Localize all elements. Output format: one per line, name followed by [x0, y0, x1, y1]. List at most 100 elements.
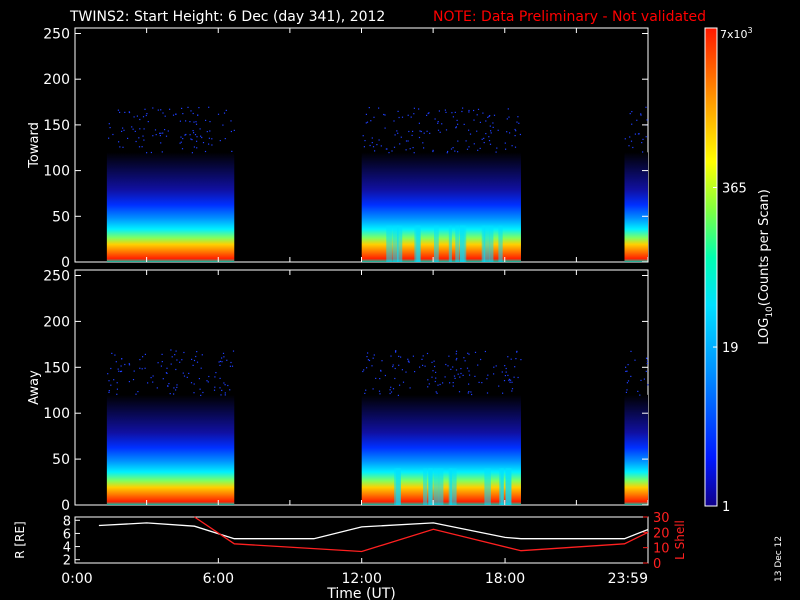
scatter-dot [457, 123, 459, 125]
right-tick-label: 20 [653, 526, 670, 541]
scatter-dot [121, 130, 123, 132]
scatter-dot [219, 364, 221, 366]
right-tick-label: 30 [653, 511, 670, 526]
scatter-dot [120, 370, 123, 372]
scatter-dot [167, 130, 169, 132]
scatter-dot [224, 138, 226, 140]
scatter-dot [493, 373, 495, 375]
toward-panel: 0 50 100 150 200 250 Toward [27, 26, 649, 271]
scatter-dot [477, 364, 479, 366]
scatter-dot [392, 366, 394, 368]
scatter-dot [230, 361, 232, 364]
scatter-dot [456, 119, 458, 121]
scatter-dot [115, 361, 117, 363]
scatter-dot [164, 115, 166, 117]
scatter-dot [108, 123, 110, 125]
scatter-dot [465, 140, 467, 142]
scatter-dot [114, 354, 116, 356]
figure-title: TWINS2: Start Height: 6 Dec (day 341), 2… [69, 9, 385, 25]
scatter-dot [138, 146, 141, 148]
scatter-dot [107, 373, 109, 375]
scatter-dot [146, 113, 148, 115]
scatter-dot [473, 119, 475, 121]
scatter-dot [511, 381, 513, 383]
scatter-dot [362, 370, 364, 373]
scatter-dot [141, 368, 143, 370]
scatter-dot [374, 150, 376, 152]
scatter-dot [118, 370, 120, 372]
scatter-dot [423, 147, 425, 149]
scatter-dot [180, 141, 182, 143]
scatter-dot [645, 136, 647, 138]
colorbar-tick-label: 19 [722, 341, 739, 356]
scatter-dot [157, 362, 159, 364]
heatmap-block [106, 152, 235, 262]
scatter-dot [426, 352, 429, 355]
scatter-dot [397, 132, 399, 134]
scatter-dot [509, 381, 511, 383]
scatter-dot [389, 392, 391, 395]
scatter-dot [209, 121, 211, 123]
scatter-dot [486, 378, 488, 380]
scatter-dot [110, 367, 112, 370]
scatter-dot [169, 393, 171, 395]
scatter-dot [233, 129, 235, 131]
scatter-dot [170, 363, 172, 365]
scatter-dot [461, 110, 463, 113]
scatter-dot [116, 382, 118, 384]
y-tick-label: 0 [61, 255, 70, 271]
scatter-dot [108, 380, 110, 382]
scatter-dot [365, 113, 367, 115]
scatter-dot [110, 384, 112, 386]
scatter-dot [120, 365, 122, 367]
scatter-dot [434, 365, 436, 368]
scatter-dot [113, 379, 115, 381]
scatter-dot [364, 392, 366, 394]
scatter-dot [196, 361, 199, 363]
scatter-dot [199, 388, 201, 390]
scatter-dot [145, 114, 147, 117]
scatter-dot [157, 109, 159, 111]
scatter-dot [183, 375, 186, 377]
x-axis-label: Time (UT) [326, 586, 395, 600]
scatter-dot [625, 366, 627, 368]
scatter-dot [159, 132, 161, 134]
scatter-dot [160, 132, 162, 134]
scatter-dot [159, 135, 161, 137]
scatter-dot [516, 121, 518, 123]
spike [434, 225, 439, 262]
scatter-dot [193, 121, 195, 123]
scatter-dot [468, 111, 470, 113]
scatter-dot [139, 367, 141, 369]
scatter-dot [412, 355, 414, 357]
scatter-dot [451, 112, 453, 114]
scatter-dot [154, 129, 157, 131]
scatter-dot [206, 380, 208, 382]
scatter-dot [435, 391, 437, 393]
scatter-dot [630, 140, 633, 142]
x-tick-label: 23:59 [608, 571, 648, 587]
scatter-dot [474, 351, 477, 353]
scatter-dot [444, 376, 446, 378]
scatter-dot [645, 370, 647, 372]
scatter-dot [492, 122, 494, 124]
scatter-dot [455, 359, 457, 361]
scatter-dot [176, 386, 178, 388]
scatter-dot [489, 115, 491, 117]
scatter-dot [380, 370, 382, 372]
scatter-dot [422, 142, 424, 144]
scatter-dot [185, 133, 187, 136]
scatter-dot [173, 393, 175, 395]
scatter-dot [164, 129, 166, 131]
scatter-dot [219, 387, 221, 389]
scatter-dot [456, 357, 458, 360]
scatter-dot [407, 140, 409, 142]
scatter-dot [405, 371, 407, 373]
scatter-dot [450, 368, 452, 370]
scatter-dot [455, 127, 457, 129]
scatter-dot [642, 138, 644, 140]
scatter-dot [372, 146, 375, 148]
scatter-dot [199, 128, 201, 130]
scatter-dot [517, 376, 519, 379]
scatter-dot [428, 112, 430, 114]
